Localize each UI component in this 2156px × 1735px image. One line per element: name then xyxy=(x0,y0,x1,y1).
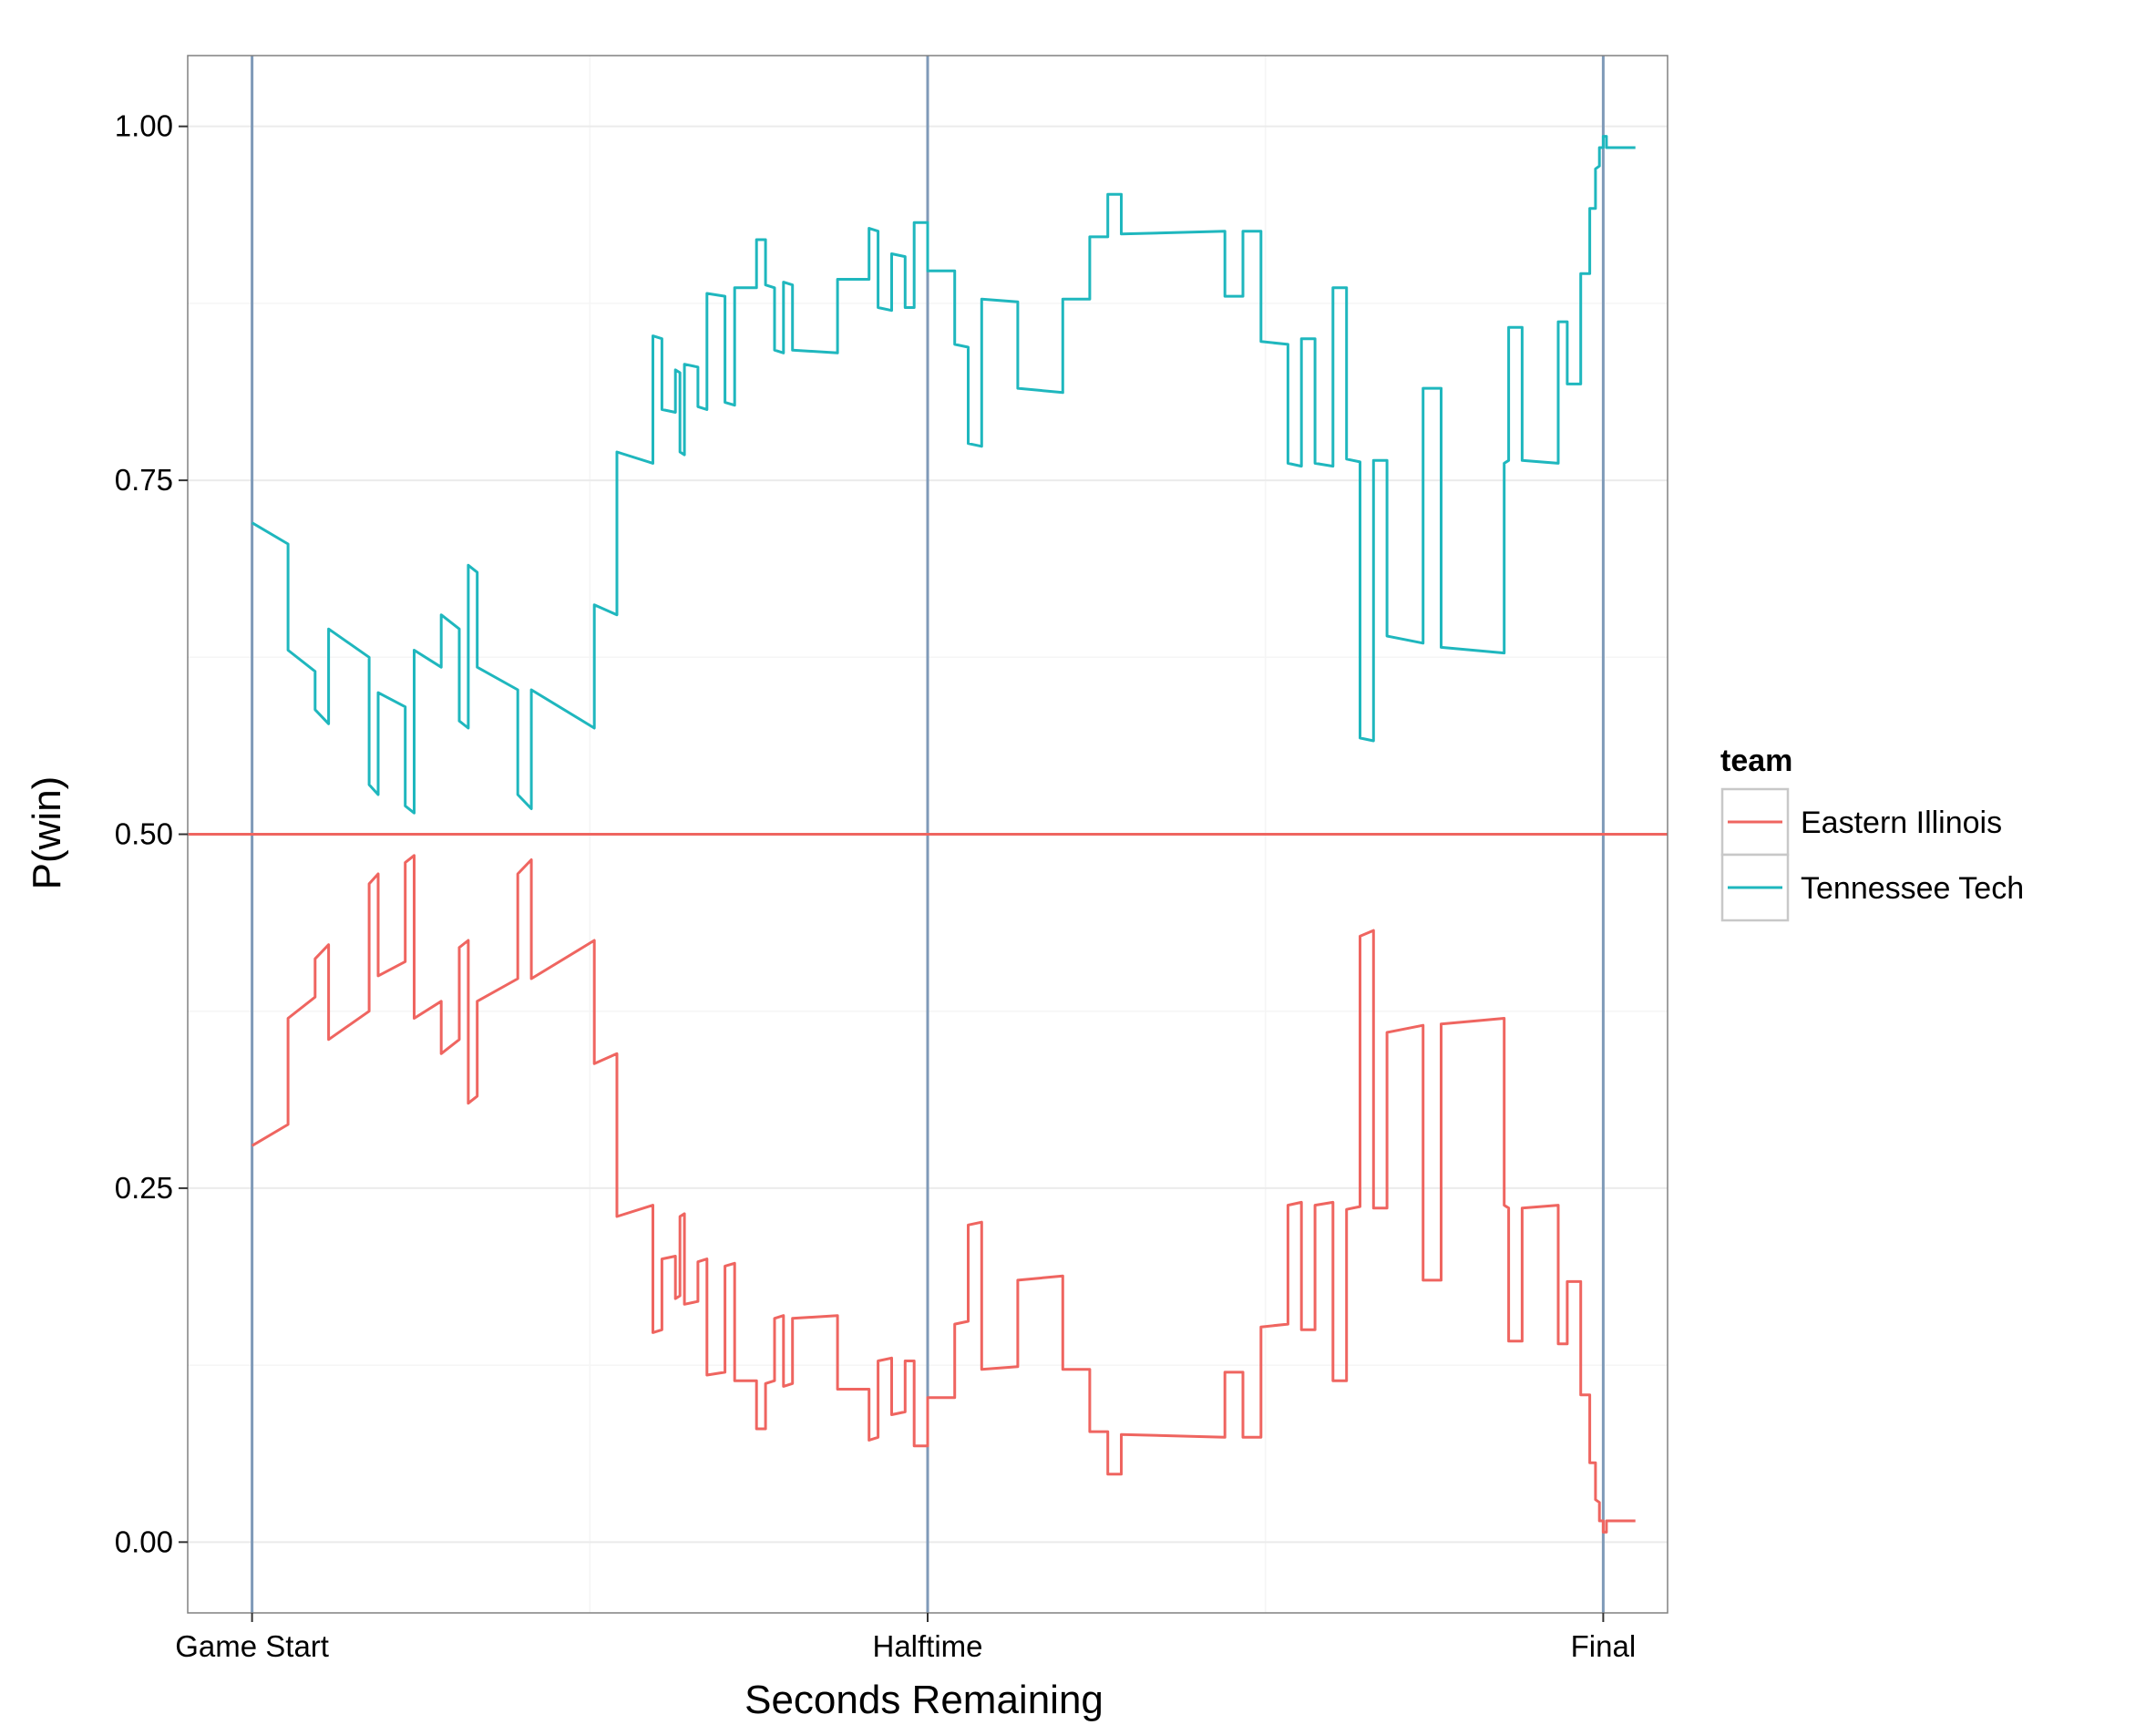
y-tick-label: 0.00 xyxy=(115,1525,173,1558)
series-line-tennessee-tech xyxy=(251,135,1636,815)
x-axis-title: Seconds Remaining xyxy=(744,1678,1104,1722)
y-tick-label: 0.75 xyxy=(115,463,173,497)
legend-label-eastern-illinois: Eastern Illinois xyxy=(1801,806,2002,840)
y-tick-label: 0.25 xyxy=(115,1171,173,1205)
legend: team Eastern Illinois Tennessee Tech xyxy=(1720,744,2024,922)
x-tick-label: Game Start xyxy=(175,1629,329,1663)
y-tick-label: 1.00 xyxy=(115,109,173,143)
x-tick-label: Halftime xyxy=(872,1629,982,1663)
x-axis: Game Start Halftime Final xyxy=(175,1613,1636,1663)
series-layer xyxy=(251,135,1636,1534)
x-tick-label: Final xyxy=(1571,1629,1637,1663)
legend-title: team xyxy=(1720,744,1792,778)
series-line-eastern-illinois xyxy=(251,854,1636,1534)
y-axis: 0.00 0.25 0.50 0.75 1.00 xyxy=(115,109,188,1558)
legend-label-tennessee-tech: Tennessee Tech xyxy=(1801,871,2024,906)
y-tick-label: 0.50 xyxy=(115,817,173,851)
y-axis-title: P(win) xyxy=(25,776,69,890)
